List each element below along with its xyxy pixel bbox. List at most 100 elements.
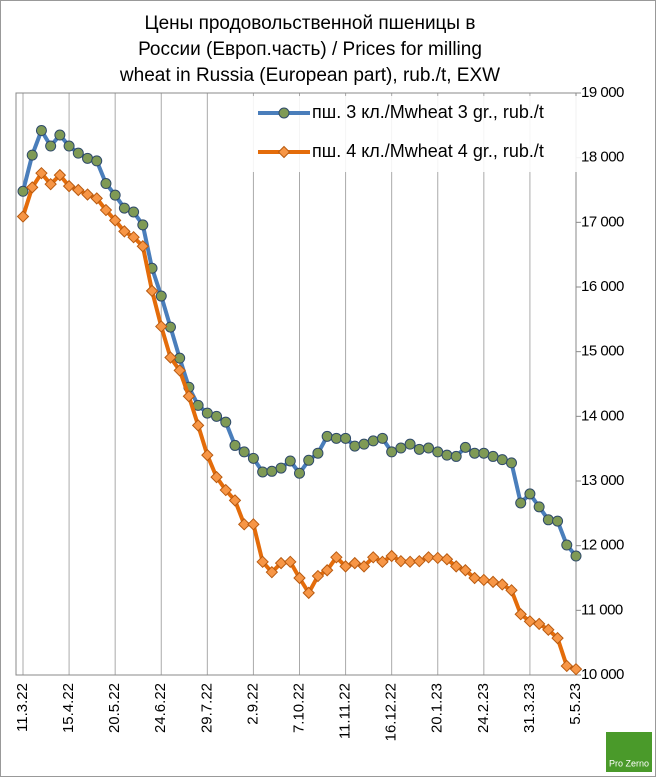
logo: Pro Zerno xyxy=(606,732,652,772)
point xyxy=(91,155,103,167)
point xyxy=(228,494,242,507)
y-tick-label: 19 000 xyxy=(581,84,624,101)
point xyxy=(99,203,113,217)
point xyxy=(302,586,315,600)
point xyxy=(311,569,325,583)
y-tick-label: 11 000 xyxy=(581,601,623,618)
point xyxy=(570,550,582,562)
point xyxy=(257,466,269,478)
point xyxy=(515,497,527,509)
legend-label: пш. 3 кл./Mwheat 3 gr., rub./t xyxy=(312,102,544,122)
point xyxy=(201,407,213,419)
point xyxy=(394,554,408,568)
point xyxy=(53,168,67,182)
point xyxy=(284,555,297,569)
point xyxy=(486,575,500,589)
point xyxy=(44,177,57,191)
point xyxy=(367,551,380,564)
point xyxy=(321,430,333,442)
plot xyxy=(16,125,583,676)
point xyxy=(173,364,186,377)
point xyxy=(17,185,29,197)
legend-box xyxy=(250,96,655,172)
chart-title: России (Европ.часть) / Prices for millin… xyxy=(138,39,482,60)
x-tick-label: 7.10.22 xyxy=(290,683,307,733)
x-tick-label: 11.3.22 xyxy=(14,683,31,732)
point xyxy=(72,183,85,197)
point xyxy=(542,623,555,636)
point xyxy=(376,432,388,444)
point xyxy=(164,321,176,333)
point xyxy=(211,410,223,422)
point xyxy=(348,556,362,570)
point xyxy=(174,352,186,364)
logo-mark xyxy=(606,732,652,772)
point xyxy=(108,214,122,227)
point xyxy=(487,450,499,462)
point xyxy=(450,450,462,462)
point xyxy=(82,152,94,164)
y-tick-label: 18 000 xyxy=(581,149,624,166)
point xyxy=(367,435,379,447)
x-tick-label: 11.11.22 xyxy=(337,683,354,739)
point xyxy=(385,549,398,563)
point xyxy=(340,432,352,444)
point xyxy=(63,140,75,152)
point xyxy=(339,560,352,573)
x-tick-label: 5.5.23 xyxy=(567,683,584,725)
point xyxy=(376,555,389,569)
point xyxy=(164,351,177,364)
point xyxy=(35,166,48,180)
point xyxy=(210,470,223,484)
point xyxy=(404,438,416,450)
point xyxy=(477,573,491,587)
point xyxy=(403,555,417,569)
point xyxy=(45,140,57,152)
point xyxy=(81,188,94,201)
point xyxy=(100,178,112,190)
point xyxy=(247,452,259,464)
point xyxy=(16,210,30,223)
x-tick-label: 20.1.23 xyxy=(429,683,446,733)
x-tick-label: 2.9.22 xyxy=(244,683,261,725)
chart-title: wheat in Russia (European part), rub./t,… xyxy=(119,65,500,86)
point xyxy=(478,447,490,459)
point xyxy=(413,554,426,568)
point xyxy=(136,240,150,253)
legend: пш. 3 кл./Mwheat 3 gr., rub./t пш. 4 кл./… xyxy=(250,96,655,172)
point xyxy=(395,442,407,454)
y-tick-label: 16 000 xyxy=(581,278,624,295)
point xyxy=(238,446,250,458)
point xyxy=(293,571,306,585)
plot-frame xyxy=(15,92,577,676)
point xyxy=(440,553,454,566)
point xyxy=(219,483,232,497)
y-tick-label: 12 000 xyxy=(581,537,624,554)
point xyxy=(532,617,546,631)
point xyxy=(275,462,287,474)
point xyxy=(469,447,481,459)
point xyxy=(330,432,342,444)
point xyxy=(386,446,398,458)
point xyxy=(265,565,279,579)
y-tick-label: 15 000 xyxy=(581,343,624,360)
point xyxy=(191,419,205,432)
point xyxy=(237,518,251,531)
point xyxy=(90,192,103,205)
point xyxy=(284,455,296,467)
point xyxy=(320,564,334,577)
point xyxy=(496,454,508,466)
point xyxy=(127,230,140,244)
point xyxy=(118,202,130,214)
point xyxy=(523,615,537,628)
logo-text: Pro Zerno xyxy=(609,758,649,768)
y-tick-label: 14 000 xyxy=(581,407,624,424)
point xyxy=(496,578,509,591)
point xyxy=(62,179,76,193)
point xyxy=(26,181,39,194)
point xyxy=(118,225,131,238)
point xyxy=(294,467,305,479)
point xyxy=(569,662,583,676)
point xyxy=(449,560,463,573)
